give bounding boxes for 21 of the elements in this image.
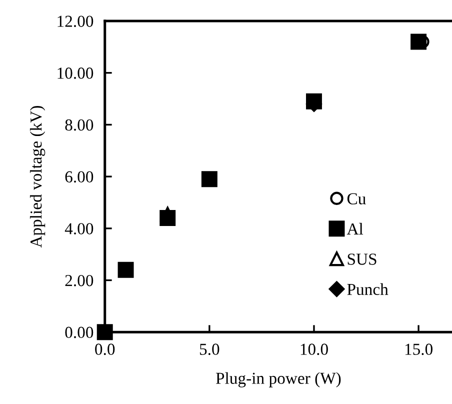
- x-axis-title: Plug-in power (W): [216, 372, 341, 388]
- legend-label: Al: [346, 222, 364, 234]
- y-tick-label: 4.00: [64, 223, 94, 234]
- y-tick-label: 8.00: [65, 119, 94, 131]
- point: [201, 171, 218, 188]
- x-tick-label: 0.0: [95, 344, 115, 355]
- y-tick-label: 10.00: [58, 68, 94, 79]
- point: [118, 262, 134, 278]
- y-axis-title: Applied voltage (kV): [30, 106, 46, 248]
- x-tick-label: 10.0: [300, 344, 328, 355]
- y-tick-label: 2.00: [65, 274, 94, 286]
- y-tick-label: 0.00: [65, 326, 94, 338]
- y-tick-label: 12.00: [58, 16, 94, 28]
- point: [96, 324, 113, 340]
- legend-label: Punch: [347, 283, 388, 296]
- x-tick-label: 5.0: [200, 344, 220, 355]
- y-tick-label: 6.00: [65, 171, 94, 183]
- point: [410, 34, 427, 50]
- x-tick-label: 15.0: [405, 344, 432, 355]
- legend-label: SUS: [348, 254, 376, 265]
- legend-label: Cu: [347, 193, 366, 204]
